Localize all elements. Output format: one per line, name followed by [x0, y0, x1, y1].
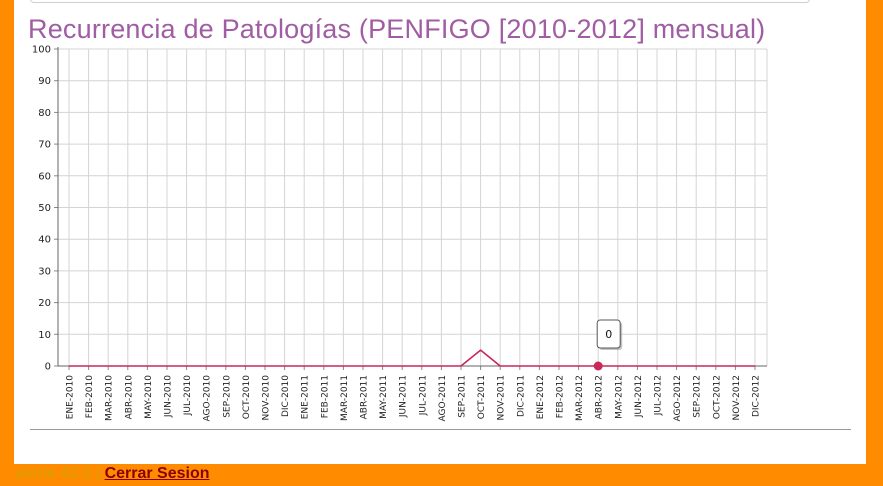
x-tick-label: ENE-2012: [536, 375, 546, 419]
x-tick-label: ENE-2010: [66, 375, 76, 420]
y-tick-label: 40: [38, 235, 51, 246]
logout-link[interactable]: Cerrar Sesion: [104, 465, 210, 482]
x-tick-label: DIC-2012: [752, 375, 762, 417]
x-tick-label: AGO-2011: [438, 375, 448, 421]
y-axis-ticks: 0 10 20 30 40 50 60 70 80 90 100: [32, 45, 51, 373]
x-tick-label: JUL-2012: [654, 375, 664, 416]
x-tick-label: MAY-2011: [379, 375, 389, 419]
chart-grid: [58, 48, 768, 367]
x-tick-label: NOV-2012: [732, 375, 742, 420]
x-tick-label: MAR-2010: [105, 375, 115, 421]
x-tick-label: OCT-2012: [712, 375, 722, 419]
x-tick-label: MAY-2012: [614, 375, 624, 419]
y-tick-label: 70: [38, 140, 51, 151]
y-tick-label: 90: [38, 76, 51, 87]
x-tick-label: SEP-2012: [693, 375, 703, 418]
x-tick-label: ABR-2011: [360, 375, 370, 419]
y-tick-label: 100: [32, 45, 51, 56]
x-tick-label: FEB-2010: [85, 375, 95, 418]
x-tick-label: JUL-2010: [183, 375, 193, 417]
x-tick-label: FEB-2012: [556, 375, 566, 418]
y-tick-label: 10: [38, 330, 51, 341]
x-tick-label: OCT-2011: [477, 375, 487, 419]
y-tick-label: 0: [45, 362, 51, 373]
x-tick-label: NOV-2011: [497, 375, 507, 420]
x-axis-ticks: ENE-2010 FEB-2010 MAR-2010 ABR-2010 MAY-2010…: [66, 375, 762, 422]
x-tick-label: MAR-2012: [575, 375, 585, 421]
content-panel: [14, 0, 866, 464]
y-tick-label: 30: [38, 266, 51, 277]
x-tick-label: MAR-2011: [340, 375, 350, 421]
x-tick-label: MAY-2010: [144, 375, 154, 419]
y-tick-label: 80: [38, 108, 51, 119]
tooltip-label: 0: [605, 328, 612, 341]
x-tick-label: AGO-2010: [203, 375, 213, 422]
x-tick-label: ABR-2010: [124, 375, 134, 420]
page-title: Recurrencia de Patologías (PENFIGO [2010…: [28, 14, 766, 44]
x-tick-label: AGO-2012: [673, 375, 683, 421]
x-tick-label: SEP-2011: [458, 375, 468, 418]
user-info: aforte 42.5: [15, 465, 92, 482]
y-tick-label: 50: [38, 203, 51, 214]
series-points: [593, 361, 603, 371]
series-line: [69, 349, 755, 367]
x-tick-label: OCT-2010: [242, 375, 252, 419]
x-tick-label: FEB-2011: [320, 375, 330, 418]
series-line-group: [69, 349, 755, 367]
x-tick-label: ABR-2012: [595, 375, 605, 419]
x-tick-label: JUL-2011: [418, 375, 428, 416]
tooltip-box: [596, 319, 621, 349]
x-tick-label: DIC-2011: [516, 375, 526, 417]
y-tick-label: 20: [38, 298, 51, 309]
x-tick-label: NOV-2010: [262, 375, 272, 421]
x-tick-label: JUN-2012: [634, 375, 644, 418]
x-tick-label: ENE-2011: [301, 375, 311, 419]
footer: aforte 42.5 | Cerrar Sesion: [15, 465, 210, 483]
x-tick-label: JUN-2010: [164, 375, 174, 418]
y-tick-label: 60: [38, 171, 51, 182]
tooltip: 0: [596, 319, 623, 350]
x-tick-label: JUN-2011: [399, 375, 409, 418]
data-point[interactable]: [593, 361, 603, 371]
chart-axes: [30, 47, 851, 430]
footer-separator: |: [95, 465, 101, 482]
x-tick-label: SEP-2010: [222, 375, 232, 418]
x-tick-label: DIC-2010: [281, 375, 291, 417]
